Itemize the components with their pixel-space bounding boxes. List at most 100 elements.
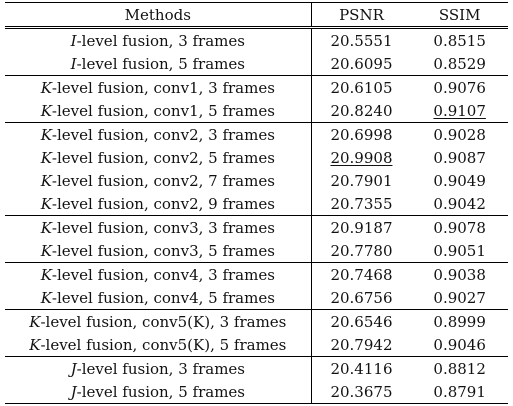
method-prefix: K xyxy=(40,241,52,260)
psnr-cell: 20.3675 xyxy=(330,382,393,401)
method-prefix: K xyxy=(40,265,52,284)
method-cell: J-level fusion, 5 frames xyxy=(5,380,312,404)
psnr-cell: 20.6105 xyxy=(330,78,393,97)
ssim-cell: 0.8812 xyxy=(433,359,486,378)
ssim-cell: 0.8515 xyxy=(433,31,486,50)
psnr-best: 20.9908 xyxy=(330,148,393,167)
psnr-cell: 20.4116 xyxy=(330,359,393,378)
results-table: Methods PSNR SSIM I-level fusion, 3 fram… xyxy=(5,2,508,404)
method-label: -level fusion, 5 frames xyxy=(76,382,245,401)
psnr-header: PSNR xyxy=(339,5,384,24)
method-cell: I-level fusion, 3 frames xyxy=(5,27,312,52)
ssim-cell: 0.9051 xyxy=(433,241,486,260)
method-label: -level fusion, conv5(K), 3 frames xyxy=(40,312,287,331)
ssim-cell: 0.8529 xyxy=(433,54,486,73)
psnr-cell: 20.7942 xyxy=(330,335,393,354)
table-row: K-level fusion, conv4, 3 frames 20.7468 … xyxy=(5,262,508,286)
method-prefix: J xyxy=(70,359,77,378)
ssim-cell: 0.9027 xyxy=(433,288,486,307)
ssim-cell: 0.9049 xyxy=(433,171,486,190)
table-row: K-level fusion, conv5(K), 5 frames 20.79… xyxy=(5,333,508,357)
ssim-cell: 0.9028 xyxy=(433,125,486,144)
method-cell: J-level fusion, 3 frames xyxy=(5,356,312,380)
table-row: K-level fusion, conv1, 5 frames 20.8240 … xyxy=(5,99,508,123)
method-cell: K-level fusion, conv4, 5 frames xyxy=(5,286,312,310)
psnr-cell: 20.7780 xyxy=(330,241,393,260)
method-label: -level fusion, conv1, 3 frames xyxy=(51,78,275,97)
psnr-cell: 20.7901 xyxy=(330,171,393,190)
method-prefix: K xyxy=(29,312,41,331)
table-row: J-level fusion, 3 frames 20.4116 0.8812 xyxy=(5,356,508,380)
ssim-cell: 0.8791 xyxy=(433,382,486,401)
method-label: -level fusion, conv2, 7 frames xyxy=(51,171,275,190)
psnr-cell: 20.6546 xyxy=(330,312,393,331)
method-prefix: K xyxy=(40,125,52,144)
table-row: K-level fusion, conv4, 5 frames 20.6756 … xyxy=(5,286,508,310)
method-prefix: I xyxy=(70,54,77,73)
method-cell: K-level fusion, conv2, 9 frames xyxy=(5,192,312,216)
method-cell: K-level fusion, conv1, 5 frames xyxy=(5,99,312,123)
table-row: K-level fusion, conv2, 7 frames 20.7901 … xyxy=(5,169,508,192)
method-label: -level fusion, conv2, 9 frames xyxy=(51,194,275,213)
ssim-cell: 0.9078 xyxy=(433,218,486,237)
table-row: K-level fusion, conv3, 3 frames 20.9187 … xyxy=(5,215,508,239)
method-prefix: J xyxy=(70,382,77,401)
method-prefix: K xyxy=(40,194,52,213)
table-row: K-level fusion, conv2, 9 frames 20.7355 … xyxy=(5,192,508,216)
ssim-cell: 0.9038 xyxy=(433,265,486,284)
method-cell: K-level fusion, conv3, 5 frames xyxy=(5,239,312,263)
ssim-cell: 0.9107 xyxy=(411,99,508,123)
psnr-cell: 20.7355 xyxy=(330,194,393,213)
psnr-cell: 20.6095 xyxy=(330,54,393,73)
table-row-highlighted: K-level fusion, conv2, 5 frames 20.9908 … xyxy=(5,146,508,169)
psnr-cell: 20.7468 xyxy=(330,265,393,284)
ssim-header: SSIM xyxy=(438,5,481,24)
psnr-cell: 20.9187 xyxy=(330,218,393,237)
method-cell: K-level fusion, conv2, 7 frames xyxy=(5,169,312,192)
psnr-cell: 20.5551 xyxy=(330,31,393,50)
ssim-cell: 0.9087 xyxy=(433,148,486,167)
method-cell: K-level fusion, conv5(K), 3 frames xyxy=(5,309,312,333)
method-label: -level fusion, conv4, 5 frames xyxy=(51,288,275,307)
method-prefix: K xyxy=(40,171,52,190)
method-label: -level fusion, conv4, 3 frames xyxy=(51,265,275,284)
table-row: K-level fusion, conv3, 5 frames 20.7780 … xyxy=(5,239,508,263)
psnr-cell: 20.6998 xyxy=(330,125,393,144)
method-prefix: K xyxy=(40,218,52,237)
method-cell: K-level fusion, conv4, 3 frames xyxy=(5,262,312,286)
method-cell: K-level fusion, conv2, 3 frames xyxy=(5,122,312,146)
method-prefix: K xyxy=(29,335,41,354)
method-label: -level fusion, conv3, 5 frames xyxy=(51,241,275,260)
methods-header: Methods xyxy=(5,2,312,28)
method-prefix: K xyxy=(40,78,52,97)
method-label: -level fusion, conv1, 5 frames xyxy=(51,101,275,120)
ssim-cell: 0.9076 xyxy=(433,78,486,97)
psnr-cell: 20.8240 xyxy=(330,101,393,120)
method-label: -level fusion, conv2, 3 frames xyxy=(51,125,275,144)
method-label: -level fusion, 3 frames xyxy=(76,359,245,378)
method-label: -level fusion, conv2, 5 frames xyxy=(51,148,275,167)
method-prefix: K xyxy=(40,288,52,307)
ssim-cell: 0.9042 xyxy=(433,194,486,213)
method-cell: K-level fusion, conv2, 5 frames xyxy=(5,146,312,169)
method-label: -level fusion, conv5(K), 5 frames xyxy=(40,335,287,354)
ssim-cell: 0.8999 xyxy=(433,312,486,331)
header-row: Methods PSNR SSIM xyxy=(5,2,508,28)
method-cell: K-level fusion, conv1, 3 frames xyxy=(5,75,312,99)
ssim-second-best: 0.9107 xyxy=(433,101,486,120)
table-row: K-level fusion, conv5(K), 3 frames 20.65… xyxy=(5,309,508,333)
table-row: K-level fusion, conv2, 3 frames 20.6998 … xyxy=(5,122,508,146)
ssim-cell: 0.9046 xyxy=(433,335,486,354)
psnr-cell: 20.9908 xyxy=(311,146,411,169)
method-cell: I-level fusion, 5 frames xyxy=(5,52,312,76)
method-cell: K-level fusion, conv5(K), 5 frames xyxy=(5,333,312,357)
table-row: J-level fusion, 5 frames 20.3675 0.8791 xyxy=(5,380,508,404)
method-prefix: K xyxy=(40,148,52,167)
table-row: I-level fusion, 5 frames 20.6095 0.8529 xyxy=(5,52,508,76)
method-cell: K-level fusion, conv3, 3 frames xyxy=(5,215,312,239)
method-label: -level fusion, conv3, 3 frames xyxy=(51,218,275,237)
psnr-cell: 20.6756 xyxy=(330,288,393,307)
method-prefix: K xyxy=(40,101,52,120)
table-row: K-level fusion, conv1, 3 frames 20.6105 … xyxy=(5,75,508,99)
method-label: -level fusion, 5 frames xyxy=(76,54,245,73)
